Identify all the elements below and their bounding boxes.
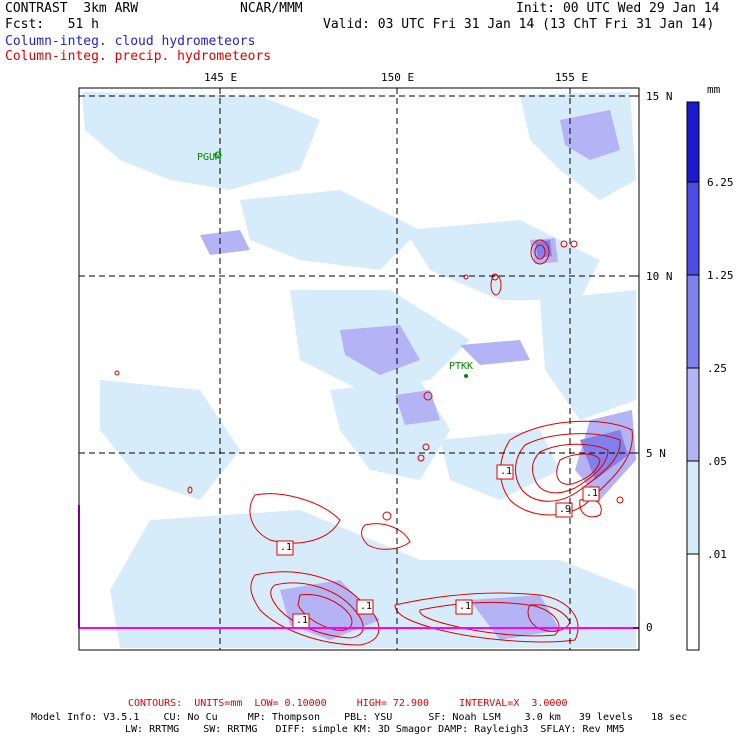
- map-frame: [78, 87, 640, 651]
- cloud-region: [200, 230, 250, 255]
- cloud-region: [395, 390, 440, 425]
- init-time: Init: 00 UTC Wed 29 Jan 14: [516, 1, 720, 16]
- cloud-region: [82, 92, 320, 190]
- model-info-line2: LW: RRTMG SW: RRTMG DIFF: simple KM: 3D …: [125, 724, 625, 735]
- model-info-line1: Model Info: V3.5.1 CU: No Cu MP: Thompso…: [31, 712, 688, 723]
- station-marks: [214, 151, 468, 378]
- contour-label: .1: [586, 488, 599, 499]
- colorbar-level: .01: [707, 548, 727, 561]
- precip-field-label: Column-integ. precip. hydrometeors: [5, 49, 272, 64]
- lat-label-10n: 10 N: [646, 270, 673, 283]
- contour-label: .9: [559, 504, 572, 515]
- model-title: CONTRAST 3km ARW: [5, 1, 139, 16]
- contour-label: .1: [296, 615, 309, 626]
- valid-time: Valid: 03 UTC Fri 31 Jan 14 (13 ChT Fri …: [323, 17, 715, 32]
- contour-label: .1: [280, 542, 293, 553]
- contour-label-boxes: [276, 464, 600, 629]
- contour-label: .1: [360, 601, 373, 612]
- contour-label: .1: [500, 466, 513, 477]
- station-label-ptkk: PTKK: [449, 361, 474, 372]
- colorbar-level: .05: [707, 455, 727, 468]
- colorbar-unit: mm: [707, 83, 721, 96]
- cloud-region: [540, 290, 636, 420]
- station-label-pgum: PGUM: [197, 152, 222, 163]
- lon-label-150: 150 E: [381, 71, 415, 84]
- forecast-hour: Fcst: 51 h: [5, 17, 99, 32]
- lat-label-15n: 15 N: [646, 90, 673, 103]
- colorbar-level: 1.25: [707, 269, 734, 282]
- lon-label-145: 145 E: [204, 71, 238, 84]
- colorbar-level: .25: [707, 362, 727, 375]
- cloud-region: [460, 340, 530, 365]
- cloud-field-label: Column-integ. cloud hydrometeors: [5, 34, 256, 49]
- lon-label-155: 155 E: [555, 71, 589, 84]
- cloud-region: [100, 380, 240, 500]
- frame-ticks: [219, 88, 639, 629]
- org-label: NCAR/MMM: [240, 1, 303, 16]
- lat-label-5n: 5 N: [646, 447, 666, 460]
- lat-label-0: 0: [646, 621, 653, 634]
- cloud-region: [580, 430, 628, 480]
- colorbar: [686, 101, 700, 651]
- cloud-region: [535, 240, 552, 258]
- cloud-region: [240, 190, 420, 270]
- contour-info: CONTOURS: UNITS=mm LOW= 0.10000 HIGH= 72…: [128, 698, 568, 709]
- cloud-region: [560, 110, 620, 160]
- colorbar-level: 6.25: [707, 176, 734, 189]
- cloud-region: [340, 325, 420, 375]
- grid-lines: [79, 88, 639, 650]
- contour-label: .1: [459, 601, 472, 612]
